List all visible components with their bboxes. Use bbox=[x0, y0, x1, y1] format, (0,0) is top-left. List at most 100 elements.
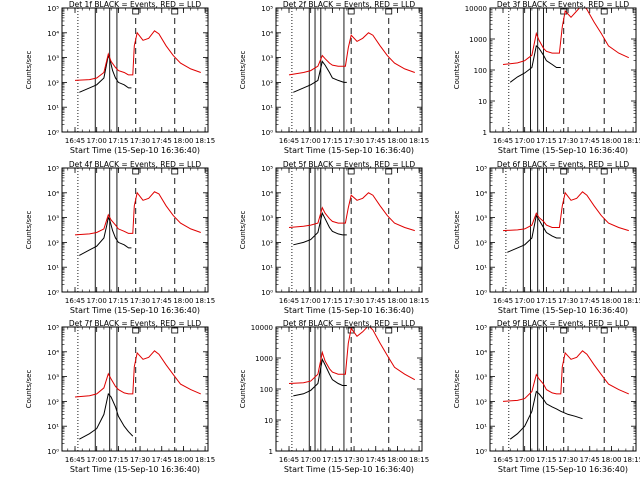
panel-title: Det 5f BLACK = Events, RED = LLD bbox=[283, 160, 416, 169]
x-tick-label: 17:45 bbox=[152, 137, 172, 145]
interval-marker bbox=[385, 8, 393, 15]
series-events-line bbox=[509, 44, 561, 83]
x-tick-label: 18:00 bbox=[387, 456, 407, 464]
series-events-line bbox=[507, 214, 561, 253]
x-tick-label: 17:15 bbox=[108, 456, 128, 464]
y-tick-label: 10² bbox=[261, 79, 273, 87]
y-tick-label: 10² bbox=[475, 398, 487, 406]
series-events-line bbox=[293, 60, 347, 93]
y-tick-label: 10⁵ bbox=[475, 165, 487, 173]
y-tick-label: 10¹ bbox=[261, 104, 273, 112]
y-tick-label: 10⁵ bbox=[47, 5, 59, 13]
panel-title: Det 2f BLACK = Events, RED = LLD bbox=[283, 0, 416, 9]
y-tick-label: 10³ bbox=[47, 55, 59, 63]
plot-frame bbox=[275, 167, 423, 293]
x-tick-label: 17:00 bbox=[301, 137, 321, 145]
interval-marker bbox=[171, 168, 179, 175]
y-tick-label: 10⁰ bbox=[47, 448, 59, 456]
x-tick-label: 17:30 bbox=[558, 297, 578, 305]
y-axis-label: Counts/sec bbox=[453, 370, 461, 409]
interval-marker bbox=[560, 168, 568, 175]
x-tick-label: 16:45 bbox=[65, 297, 85, 305]
panel-title: Det 1f BLACK = Events, RED = LLD bbox=[69, 0, 202, 9]
interval-marker bbox=[132, 168, 140, 175]
series-events-line bbox=[79, 53, 132, 93]
x-tick-label: 17:15 bbox=[108, 137, 128, 145]
x-tick-label: 18:15 bbox=[623, 137, 640, 145]
y-tick-label: 10³ bbox=[475, 374, 487, 382]
panel-3: Det 3f BLACK = Events, RED = LLD 1 10 100 10… bbox=[453, 0, 640, 155]
plot-frame bbox=[61, 326, 209, 452]
interval-marker bbox=[385, 168, 393, 175]
x-tick-label: 17:30 bbox=[558, 456, 578, 464]
plot-frame bbox=[61, 167, 209, 293]
x-axis-label: Start Time (15-Sep-10 16:36:40) bbox=[498, 306, 628, 315]
x-tick-label: 17:45 bbox=[152, 297, 172, 305]
x-axis-label: Start Time (15-Sep-10 16:36:40) bbox=[70, 306, 200, 315]
x-tick-label: 17:15 bbox=[322, 297, 342, 305]
x-tick-label: 16:45 bbox=[65, 137, 85, 145]
series-lld-line bbox=[74, 191, 201, 236]
interval-marker bbox=[600, 168, 608, 175]
x-tick-label: 16:45 bbox=[279, 297, 299, 305]
y-axis-label: Counts/sec bbox=[25, 211, 33, 250]
x-tick-label: 18:15 bbox=[623, 297, 640, 305]
y-axis-label: Counts/sec bbox=[25, 370, 33, 409]
x-tick-label: 18:00 bbox=[173, 297, 193, 305]
x-tick-label: 18:00 bbox=[173, 137, 193, 145]
y-tick-label: 10⁴ bbox=[47, 349, 59, 357]
x-tick-label: 17:15 bbox=[536, 137, 556, 145]
y-axis-label: Counts/sec bbox=[239, 51, 247, 90]
y-axis-label: Counts/sec bbox=[239, 211, 247, 250]
interval-marker bbox=[385, 327, 393, 334]
y-tick-label: 10 bbox=[264, 417, 273, 425]
y-tick-label: 10⁵ bbox=[261, 165, 273, 173]
x-tick-label: 18:15 bbox=[409, 456, 429, 464]
y-tick-label: 10⁰ bbox=[261, 289, 273, 297]
series-lld-line bbox=[502, 350, 629, 402]
x-tick-label: 17:30 bbox=[344, 456, 364, 464]
x-tick-label: 16:45 bbox=[279, 456, 299, 464]
x-tick-label: 17:45 bbox=[580, 137, 600, 145]
y-tick-label: 10⁵ bbox=[47, 165, 59, 173]
y-tick-label: 10² bbox=[47, 239, 59, 247]
plot-frame bbox=[489, 167, 637, 293]
x-tick-label: 17:00 bbox=[87, 456, 107, 464]
x-tick-label: 16:45 bbox=[279, 137, 299, 145]
panel-4: Det 4f BLACK = Events, RED = LLD 10⁰ 10¹ 10… bbox=[25, 160, 215, 315]
y-tick-label: 10² bbox=[47, 398, 59, 406]
series-events-line bbox=[509, 390, 583, 440]
interval-marker bbox=[560, 8, 568, 15]
x-tick-label: 17:15 bbox=[536, 297, 556, 305]
y-axis-label: Counts/sec bbox=[453, 211, 461, 250]
y-tick-label: 10⁵ bbox=[47, 324, 59, 332]
y-axis-label: Counts/sec bbox=[453, 51, 461, 90]
x-tick-label: 17:30 bbox=[130, 297, 150, 305]
x-axis-label: Start Time (15-Sep-10 16:36:40) bbox=[498, 465, 628, 474]
plot-frame bbox=[275, 7, 423, 133]
y-tick-label: 10000 bbox=[251, 324, 273, 332]
y-axis-label: Counts/sec bbox=[25, 51, 33, 90]
series-lld-line bbox=[288, 192, 415, 232]
y-tick-label: 10⁵ bbox=[261, 5, 273, 13]
y-tick-label: 10 bbox=[478, 98, 487, 106]
interval-marker bbox=[171, 8, 179, 15]
y-tick-label: 10³ bbox=[475, 215, 487, 223]
y-tick-label: 10⁴ bbox=[475, 190, 487, 198]
x-tick-label: 17:45 bbox=[580, 297, 600, 305]
plot-frame bbox=[61, 7, 209, 133]
x-tick-label: 16:45 bbox=[493, 297, 513, 305]
y-tick-label: 10² bbox=[261, 239, 273, 247]
y-tick-label: 10⁴ bbox=[47, 190, 59, 198]
x-tick-label: 16:45 bbox=[493, 137, 513, 145]
y-tick-label: 10⁴ bbox=[261, 190, 273, 198]
x-tick-label: 17:00 bbox=[87, 297, 107, 305]
x-tick-label: 18:15 bbox=[409, 137, 429, 145]
x-axis-label: Start Time (15-Sep-10 16:36:40) bbox=[498, 146, 628, 155]
x-axis-label: Start Time (15-Sep-10 16:36:40) bbox=[284, 306, 414, 315]
y-tick-label: 10² bbox=[47, 79, 59, 87]
y-tick-label: 10⁰ bbox=[261, 129, 273, 137]
x-tick-label: 17:45 bbox=[366, 137, 386, 145]
